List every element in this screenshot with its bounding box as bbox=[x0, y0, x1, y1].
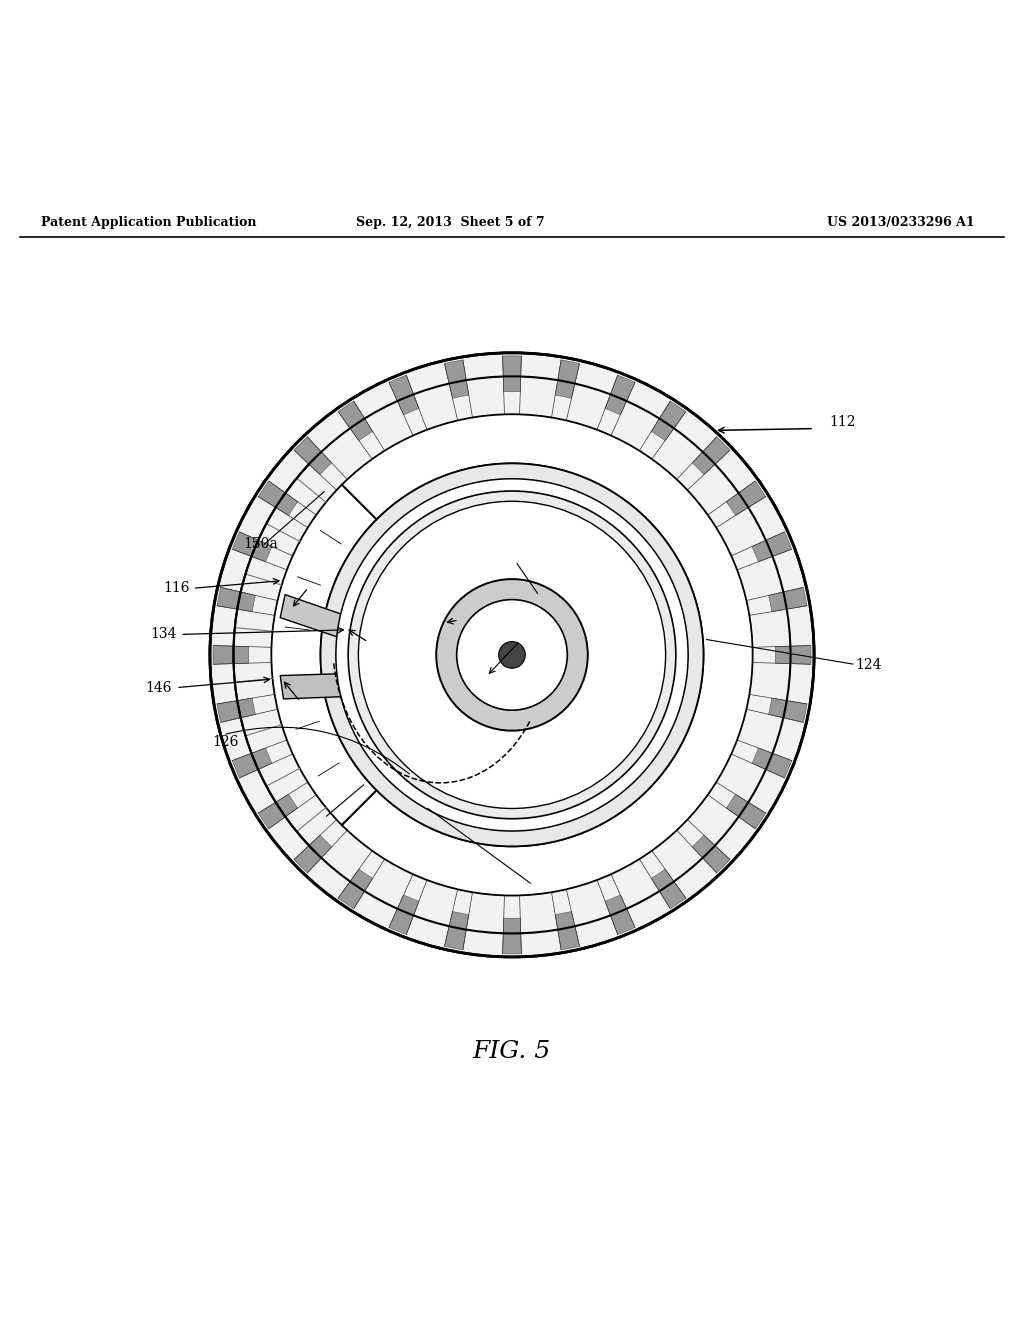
Circle shape bbox=[358, 502, 666, 808]
Circle shape bbox=[271, 414, 753, 895]
Text: 112: 112 bbox=[829, 416, 856, 429]
Wedge shape bbox=[651, 401, 686, 441]
Wedge shape bbox=[232, 532, 272, 562]
Circle shape bbox=[457, 599, 567, 710]
Wedge shape bbox=[232, 748, 272, 777]
Wedge shape bbox=[775, 645, 811, 664]
Wedge shape bbox=[389, 895, 419, 935]
Circle shape bbox=[348, 491, 676, 818]
Wedge shape bbox=[338, 401, 373, 441]
Text: 116: 116 bbox=[163, 581, 189, 595]
Wedge shape bbox=[555, 911, 580, 950]
Wedge shape bbox=[605, 375, 635, 414]
Circle shape bbox=[210, 352, 814, 957]
Circle shape bbox=[499, 642, 525, 668]
Wedge shape bbox=[752, 748, 792, 777]
Wedge shape bbox=[752, 532, 792, 562]
Text: 152: 152 bbox=[429, 612, 456, 626]
Wedge shape bbox=[258, 480, 298, 516]
Wedge shape bbox=[271, 484, 512, 825]
Text: US 2013/0233296 A1: US 2013/0233296 A1 bbox=[827, 216, 975, 230]
Circle shape bbox=[457, 599, 567, 710]
Circle shape bbox=[436, 579, 588, 731]
Text: FIG. 5: FIG. 5 bbox=[473, 1040, 551, 1063]
Wedge shape bbox=[692, 437, 730, 475]
Text: Patent Application Publication: Patent Application Publication bbox=[41, 216, 256, 230]
Circle shape bbox=[358, 502, 666, 808]
Wedge shape bbox=[294, 836, 332, 873]
Circle shape bbox=[348, 491, 676, 818]
Text: 134: 134 bbox=[151, 627, 177, 642]
Circle shape bbox=[499, 642, 525, 668]
Polygon shape bbox=[281, 671, 442, 698]
Text: 150b: 150b bbox=[341, 787, 376, 800]
Circle shape bbox=[336, 479, 688, 832]
Wedge shape bbox=[726, 795, 766, 829]
Text: 120: 120 bbox=[504, 548, 530, 561]
Circle shape bbox=[436, 579, 588, 731]
Wedge shape bbox=[444, 360, 469, 399]
Wedge shape bbox=[389, 375, 419, 414]
Wedge shape bbox=[294, 437, 332, 475]
Wedge shape bbox=[503, 919, 521, 954]
Wedge shape bbox=[555, 360, 580, 399]
Text: 150a: 150a bbox=[244, 537, 279, 552]
Circle shape bbox=[321, 463, 703, 846]
Wedge shape bbox=[651, 869, 686, 908]
Wedge shape bbox=[217, 698, 255, 722]
Wedge shape bbox=[338, 869, 373, 908]
Text: 146: 146 bbox=[145, 681, 172, 694]
Wedge shape bbox=[217, 587, 255, 611]
Wedge shape bbox=[769, 587, 807, 611]
Polygon shape bbox=[281, 594, 433, 669]
Circle shape bbox=[321, 463, 703, 846]
Wedge shape bbox=[213, 645, 249, 664]
Wedge shape bbox=[503, 356, 521, 392]
Wedge shape bbox=[769, 698, 807, 722]
Circle shape bbox=[336, 479, 688, 832]
Text: 180: 180 bbox=[415, 809, 441, 824]
Wedge shape bbox=[726, 480, 766, 516]
Text: 126: 126 bbox=[212, 735, 239, 748]
Text: 124: 124 bbox=[855, 659, 882, 672]
Wedge shape bbox=[444, 911, 469, 950]
Wedge shape bbox=[258, 795, 298, 829]
Text: Sep. 12, 2013  Sheet 5 of 7: Sep. 12, 2013 Sheet 5 of 7 bbox=[356, 216, 545, 230]
Wedge shape bbox=[692, 836, 730, 873]
Wedge shape bbox=[605, 895, 635, 935]
